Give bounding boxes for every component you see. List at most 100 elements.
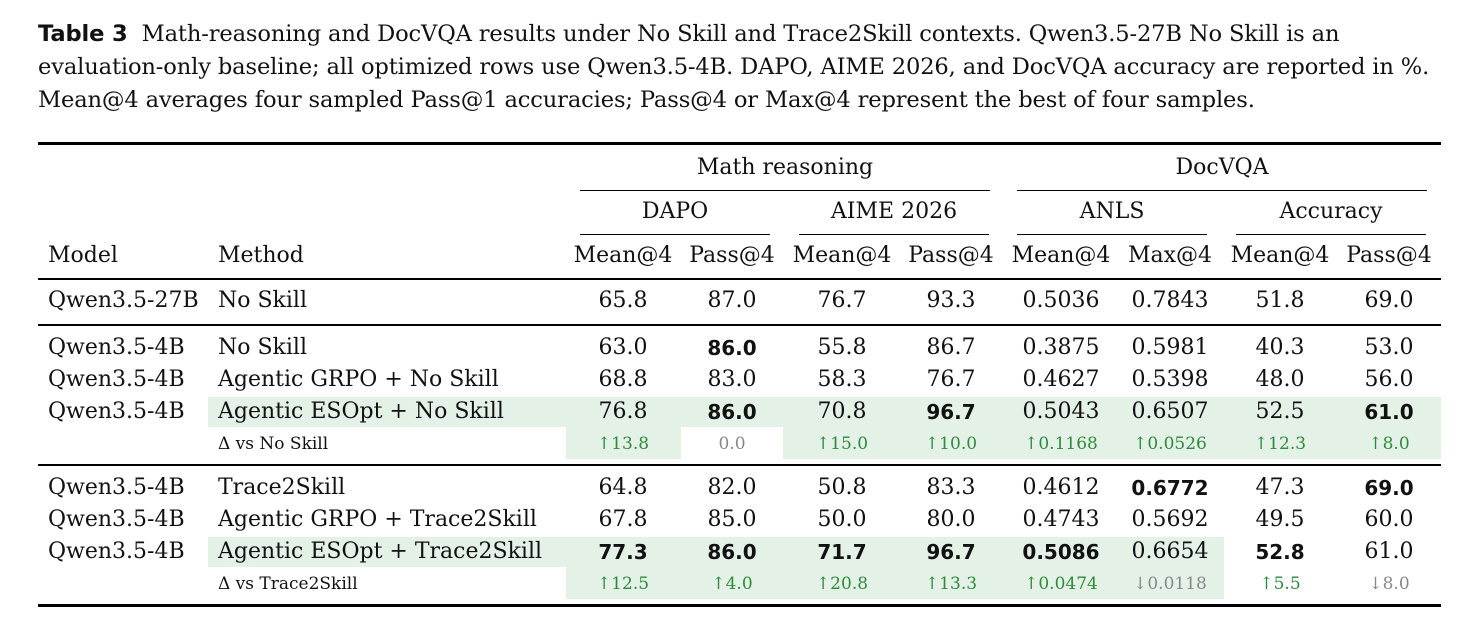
header-math-reasoning: Math reasoning [696, 155, 874, 180]
cmidrule-dapo [580, 234, 770, 235]
table-cell: 83.0 [707, 367, 757, 392]
row-method: Agentic ESOpt + Trace2Skill [218, 539, 543, 564]
table-cell: 52.5 [1255, 399, 1305, 424]
delta-cell: ↑12.5 [596, 574, 650, 594]
delta-cell: ↑0.0526 [1133, 434, 1207, 454]
table-caption: Table 3 Math-reasoning and DocVQA result… [38, 18, 1442, 117]
table-cell: 58.3 [817, 367, 867, 392]
table-cell: 86.0 [707, 400, 757, 424]
table-cell: 47.3 [1255, 475, 1305, 500]
row-model: Qwen3.5-4B [48, 399, 185, 424]
table-cell: 0.7843 [1131, 288, 1209, 313]
highlight-band [566, 537, 1224, 599]
midrule-1 [38, 324, 1441, 326]
table-cell: 50.8 [817, 475, 867, 500]
header-metric: Mean@4 [573, 243, 673, 268]
table-cell: 93.3 [926, 288, 976, 313]
table-cell: 76.7 [926, 367, 976, 392]
table-cell: 53.0 [1364, 335, 1414, 360]
header-metric: Max@4 [1127, 243, 1213, 268]
table-cell: 52.8 [1255, 540, 1305, 564]
header-metric: Mean@4 [792, 243, 892, 268]
row-method: Trace2Skill [218, 475, 346, 500]
table-cell: 0.6654 [1131, 539, 1209, 564]
table-cell: 0.5043 [1022, 399, 1100, 424]
caption-label: Table 3 [38, 21, 128, 47]
bottom-rule [38, 604, 1441, 607]
row-method: Agentic ESOpt + No Skill [218, 399, 504, 424]
table-cell: 70.8 [817, 399, 867, 424]
delta-cell: ↑8.0 [1368, 434, 1410, 454]
table-cell: 86.7 [926, 335, 976, 360]
delta-cell: 0.0 [718, 434, 746, 454]
row-method: Δ vs Trace2Skill [218, 574, 358, 594]
delta-cell: ↑13.3 [924, 574, 978, 594]
table-cell: 69.0 [1364, 476, 1414, 500]
row-model: Qwen3.5-27B [48, 288, 199, 313]
table-cell: 0.5981 [1131, 335, 1209, 360]
table-cell: 0.4627 [1022, 367, 1100, 392]
highlight-band [783, 397, 1441, 459]
table-cell: 85.0 [707, 507, 757, 532]
highlight-band [208, 397, 567, 427]
table-cell: 48.0 [1255, 367, 1305, 392]
row-model: Qwen3.5-4B [48, 539, 185, 564]
delta-cell: ↑20.8 [815, 574, 869, 594]
cmidrule-anls [1017, 234, 1207, 235]
table-cell: 64.8 [598, 475, 648, 500]
header-metric: Pass@4 [908, 243, 994, 268]
highlight-band [566, 397, 681, 459]
table-cell: 50.0 [817, 507, 867, 532]
row-method: Δ vs No Skill [218, 434, 329, 454]
row-model: Qwen3.5-4B [48, 335, 185, 360]
table-cell: 76.7 [817, 288, 867, 313]
delta-cell: ↑13.8 [596, 434, 650, 454]
table-cell: 0.3875 [1022, 335, 1100, 360]
header-metric: Mean@4 [1011, 243, 1111, 268]
row-method: Agentic GRPO + Trace2Skill [218, 507, 537, 532]
cmidrule-math [580, 190, 990, 191]
cmidrule-aime [799, 234, 989, 235]
header-docvqa: DocVQA [1175, 155, 1269, 180]
row-model: Qwen3.5-4B [48, 367, 185, 392]
table-cell: 96.7 [926, 540, 976, 564]
table-cell: 61.0 [1364, 539, 1414, 564]
table-cell: 0.5086 [1022, 540, 1100, 564]
header-model: Model [48, 243, 118, 268]
row-model: Qwen3.5-4B [48, 507, 185, 532]
table-cell: 69.0 [1364, 288, 1414, 313]
delta-cell: ↑12.3 [1253, 434, 1307, 454]
header-method: Method [218, 243, 304, 268]
delta-cell: ↓0.0118 [1133, 574, 1207, 594]
table-cell: 0.5036 [1022, 288, 1100, 313]
table-cell: 0.6507 [1131, 399, 1209, 424]
table-cell: 60.0 [1364, 507, 1414, 532]
table-cell: 0.5692 [1131, 507, 1209, 532]
table-cell: 0.4612 [1022, 475, 1100, 500]
header-metric: Pass@4 [1346, 243, 1432, 268]
table-cell: 0.4743 [1022, 507, 1100, 532]
table-cell: 76.8 [598, 399, 648, 424]
delta-cell: ↑0.1168 [1024, 434, 1098, 454]
cmidrule-acc [1236, 234, 1426, 235]
table-cell: 63.0 [598, 335, 648, 360]
top-rule [38, 142, 1441, 145]
midrule-2 [38, 464, 1441, 466]
table-cell: 56.0 [1364, 367, 1414, 392]
row-model: Qwen3.5-4B [48, 475, 185, 500]
delta-cell: ↑4.0 [711, 574, 753, 594]
header-dapo: DAPO [641, 199, 709, 224]
table-cell: 86.0 [707, 540, 757, 564]
table-cell: 86.0 [707, 336, 757, 360]
header-metric: Mean@4 [1230, 243, 1330, 268]
header-metric: Pass@4 [689, 243, 775, 268]
header-anls: ANLS [1079, 199, 1145, 224]
header-rule [38, 278, 1441, 280]
delta-cell: ↑15.0 [815, 434, 869, 454]
table-cell: 87.0 [707, 288, 757, 313]
caption-text: Math-reasoning and DocVQA results under … [38, 21, 1430, 113]
table-cell: 0.6772 [1131, 476, 1209, 500]
table-cell: 51.8 [1255, 288, 1305, 313]
table-cell: 83.3 [926, 475, 976, 500]
table-cell: 80.0 [926, 507, 976, 532]
